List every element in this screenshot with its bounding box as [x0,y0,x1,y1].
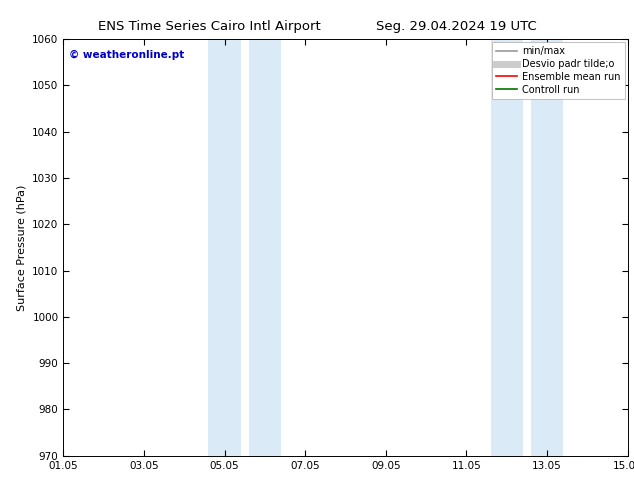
Text: ENS Time Series Cairo Intl Airport: ENS Time Series Cairo Intl Airport [98,20,321,33]
Y-axis label: Surface Pressure (hPa): Surface Pressure (hPa) [16,184,27,311]
Bar [209,39,241,456]
Bar [491,39,523,456]
Bar [249,39,281,456]
Bar [531,39,563,456]
Text: Seg. 29.04.2024 19 UTC: Seg. 29.04.2024 19 UTC [376,20,537,33]
Legend: min/max, Desvio padr tilde;o, Ensemble mean run, Controll run: min/max, Desvio padr tilde;o, Ensemble m… [492,42,624,98]
Text: © weatheronline.pt: © weatheronline.pt [69,49,184,60]
